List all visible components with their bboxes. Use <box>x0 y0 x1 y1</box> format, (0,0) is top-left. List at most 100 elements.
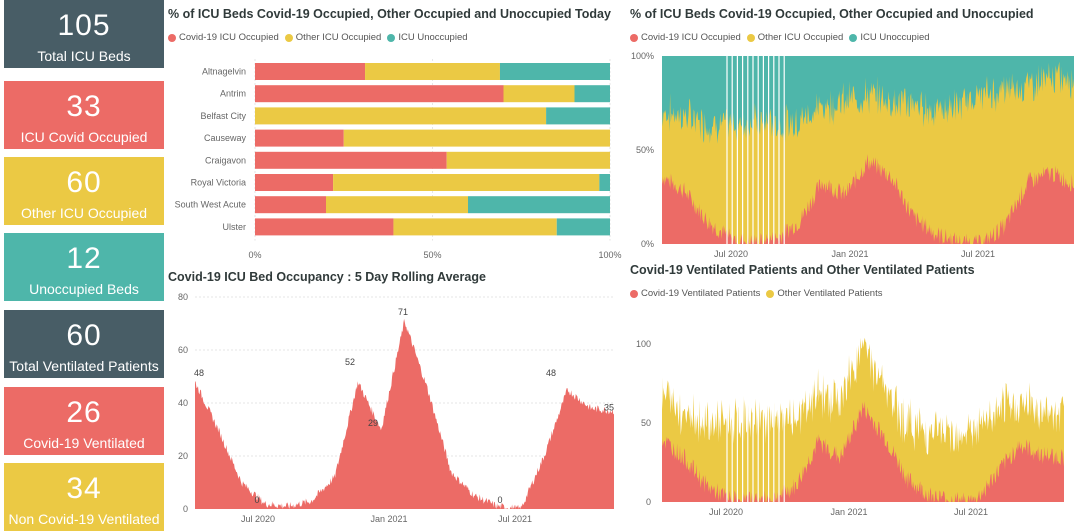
legend-item: Other ICU Occupied <box>284 32 382 43</box>
legend-icu-over-time: Covid-19 ICU Occupied Other ICU Occupied I… <box>630 32 936 43</box>
data-label: 48 <box>194 368 204 378</box>
y-tick-label: 0 <box>183 504 188 514</box>
chart-title-rolling-average: Covid-19 ICU Bed Occupancy : 5 Day Rolli… <box>168 270 486 284</box>
kpi-value: 105 <box>57 9 111 42</box>
y-tick-label: 60 <box>178 345 188 355</box>
bar-segment <box>255 174 334 191</box>
bar-segment <box>255 107 547 125</box>
legend-item: Covid-19 Ventilated Patients <box>630 288 760 299</box>
category-label: South West Acute <box>175 200 246 210</box>
kpi-value: 26 <box>66 396 102 429</box>
x-tick-label: Jan 2021 <box>831 249 868 259</box>
bar-segment <box>499 63 610 80</box>
legend-label: Other ICU Occupied <box>757 32 844 43</box>
legend-label: Covid-19 Ventilated Patients <box>641 288 761 299</box>
y-tick-label: 80 <box>178 292 188 302</box>
kpi-label: Covid-19 Ventilated <box>23 435 145 451</box>
area-covid-ventilated <box>662 401 1064 502</box>
bar-segment <box>446 151 610 169</box>
legend-label: ICU Unoccupied <box>398 32 468 43</box>
bar-segment <box>574 85 610 103</box>
data-label: 71 <box>398 307 408 317</box>
legend-swatch <box>630 289 638 298</box>
kpi-value: 60 <box>66 166 102 199</box>
bar-segment <box>255 63 366 80</box>
data-label: 0 <box>254 495 259 505</box>
legend-label: Other ICU Occupied <box>295 32 382 43</box>
data-label: 48 <box>546 368 556 378</box>
kpi-label: Total Ventilated Patients <box>9 358 159 374</box>
legend-swatch <box>630 33 638 42</box>
x-tick-label: 100% <box>598 250 621 260</box>
kpi-card: 33 ICU Covid Occupied <box>4 81 164 149</box>
legend-swatch <box>387 33 396 42</box>
x-tick-label: Jul 2021 <box>961 249 995 259</box>
bar-segment <box>255 151 447 169</box>
legend-item: ICU Unoccupied <box>849 32 930 43</box>
legend-item: Covid-19 ICU Occupied <box>630 32 741 43</box>
x-tick-label: Jul 2021 <box>498 514 532 524</box>
kpi-label: Other ICU Occupied <box>20 205 148 221</box>
y-tick-label: 20 <box>178 451 188 461</box>
legend-swatch <box>849 33 858 42</box>
legend-item: ICU Unoccupied <box>387 32 468 43</box>
legend-item: Covid-19 ICU Occupied <box>168 32 279 43</box>
legend-swatch <box>746 33 755 42</box>
legend-label: ICU Unoccupied <box>860 32 930 43</box>
bar-segment <box>326 196 468 214</box>
x-tick-label: Jan 2021 <box>830 507 867 517</box>
x-tick-label: Jul 2020 <box>714 249 748 259</box>
y-tick-label: 100% <box>631 51 654 61</box>
kpi-value: 60 <box>66 319 102 352</box>
chart-title-ventilated: Covid-19 Ventilated Patients and Other V… <box>630 263 975 277</box>
kpi-card: 12 Unoccupied Beds <box>4 233 164 301</box>
category-label: Antrim <box>220 89 246 99</box>
bar-segment <box>365 63 500 80</box>
bar-segment <box>468 196 610 214</box>
legend-swatch <box>766 289 775 298</box>
area-covid-icu-rolling <box>195 318 614 509</box>
bar-segment <box>255 85 504 103</box>
data-label: 29 <box>368 418 378 428</box>
bar-segment <box>599 174 610 191</box>
data-label: 35 <box>604 402 614 412</box>
kpi-card: 60 Other ICU Occupied <box>4 157 164 225</box>
kpi-value: 33 <box>66 90 102 123</box>
bar-segment <box>333 174 600 191</box>
kpi-card: 34 Non Covid-19 Ventilated <box>4 463 164 531</box>
y-tick-label: 100 <box>636 339 651 349</box>
bar-segment <box>255 218 394 236</box>
legend-label: Other Ventilated Patients <box>777 288 883 299</box>
kpi-card: 60 Total Ventilated Patients <box>4 310 164 378</box>
data-label: 52 <box>345 357 355 367</box>
legend-item: Other Ventilated Patients <box>766 288 882 299</box>
y-tick-label: 0% <box>641 239 654 249</box>
kpi-label: Unoccupied Beds <box>29 281 139 297</box>
kpi-label: Total ICU Beds <box>37 48 131 64</box>
category-label: Ulster <box>222 222 246 232</box>
bar-segment <box>556 218 610 236</box>
kpi-label: Non Covid-19 Ventilated <box>8 511 160 527</box>
legend-swatch <box>284 33 293 42</box>
kpi-label: ICU Covid Occupied <box>20 129 148 145</box>
y-tick-label: 50 <box>641 418 651 428</box>
kpi-value: 12 <box>66 242 102 275</box>
x-tick-label: Jan 2021 <box>370 514 407 524</box>
legend-item: Other ICU Occupied <box>746 32 844 43</box>
y-tick-label: 0 <box>646 497 651 507</box>
data-label: 0 <box>497 495 502 505</box>
legend-swatch <box>168 33 176 42</box>
legend-label: Covid-19 ICU Occupied <box>179 32 279 43</box>
bar-segment <box>255 129 344 147</box>
x-tick-label: Jul 2020 <box>241 514 275 524</box>
bar-segment <box>255 196 326 214</box>
bar-segment <box>503 85 575 103</box>
chart-title-icu-over-time: % of ICU Beds Covid-19 Occupied, Other O… <box>630 7 1034 21</box>
kpi-card: 26 Covid-19 Ventilated <box>4 387 164 455</box>
category-label: Causeway <box>204 133 247 143</box>
area-covid-icu-occupied <box>662 154 1074 244</box>
